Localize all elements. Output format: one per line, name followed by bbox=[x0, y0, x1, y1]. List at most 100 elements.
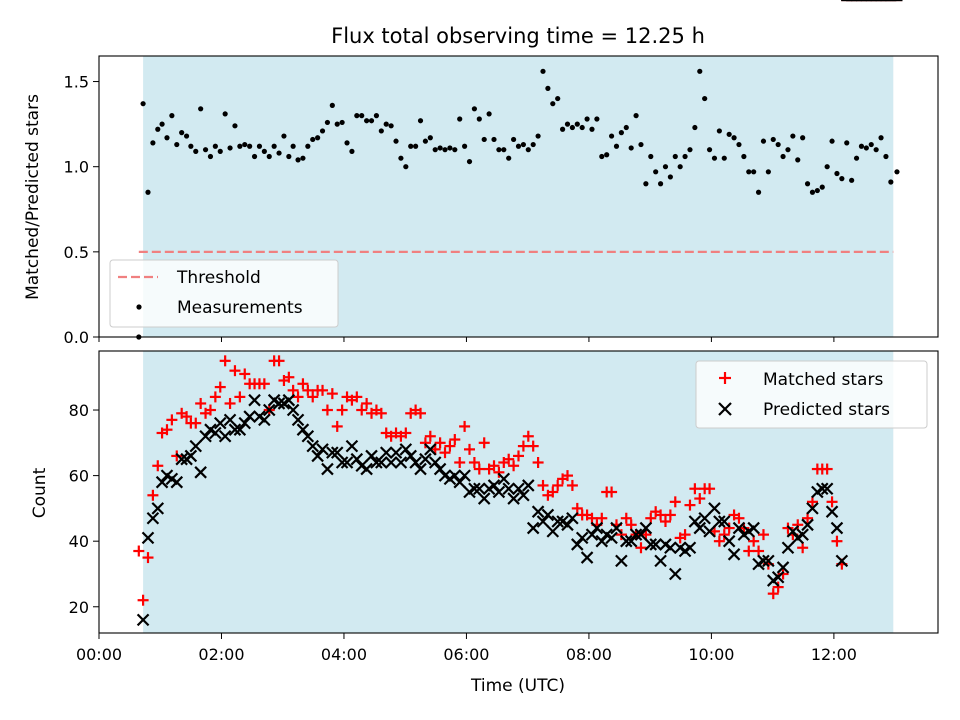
predicted-star-point bbox=[384, 456, 398, 469]
measurement-point bbox=[721, 155, 727, 161]
predicted-star-point bbox=[629, 528, 643, 541]
predicted-star-point bbox=[326, 446, 339, 459]
matched-star-point bbox=[733, 512, 745, 524]
predicted-star-point bbox=[664, 541, 677, 555]
measurement-point bbox=[202, 147, 209, 153]
bottom-x-tick-label: 02:00 bbox=[198, 645, 244, 664]
predicted-star-point bbox=[639, 521, 653, 535]
measurement-point bbox=[242, 141, 248, 148]
matched-star-point bbox=[488, 460, 500, 472]
measurement-point bbox=[765, 169, 771, 175]
measurement-point bbox=[530, 141, 536, 148]
measurement-point bbox=[834, 170, 840, 177]
measurement-point bbox=[716, 128, 722, 134]
matched-star-point bbox=[292, 391, 304, 403]
legend-predicted-label: Predicted stars bbox=[763, 400, 890, 420]
top-x-ticks bbox=[98, 337, 835, 342]
measurement-point bbox=[785, 147, 791, 153]
predicted-star-point bbox=[389, 446, 403, 459]
matched-star-point bbox=[133, 545, 145, 557]
measurement-point bbox=[878, 135, 884, 141]
measurement-point bbox=[520, 141, 526, 148]
predicted-star-point bbox=[683, 541, 697, 555]
predicted-star-point bbox=[610, 521, 623, 535]
predicted-star-point bbox=[512, 482, 525, 495]
measurement-point bbox=[545, 85, 551, 91]
matched-star-point bbox=[468, 456, 480, 468]
bottom-x-tick-label: 10:00 bbox=[688, 645, 734, 664]
matched-star-point bbox=[522, 430, 534, 442]
measurement-point bbox=[829, 138, 835, 144]
predicted-star-point bbox=[708, 502, 721, 515]
predicted-star-point bbox=[732, 521, 746, 535]
matched-star-point bbox=[166, 414, 178, 426]
predicted-star-point bbox=[233, 423, 247, 436]
predicted-star-point bbox=[806, 502, 819, 515]
measurement-point bbox=[145, 189, 151, 195]
predicted-star-point bbox=[668, 567, 682, 581]
measurement-point bbox=[584, 116, 590, 122]
predicted-star-point bbox=[375, 456, 388, 469]
matched-star-point bbox=[375, 407, 387, 419]
measurement-point bbox=[839, 176, 845, 182]
top-y-tick-label: 0.0 bbox=[64, 328, 89, 347]
measurement-point bbox=[334, 121, 340, 127]
predicted-star-point bbox=[151, 502, 165, 515]
measurement-point bbox=[775, 141, 781, 148]
matched-star-point bbox=[802, 512, 814, 524]
measurement-point bbox=[491, 136, 497, 143]
predicted-star-point bbox=[258, 413, 271, 427]
predicted-star-point bbox=[453, 475, 466, 489]
measurement-point bbox=[564, 121, 571, 127]
measurement-point bbox=[476, 116, 482, 122]
predicted-star-point bbox=[350, 452, 364, 466]
measurement-point bbox=[437, 145, 443, 151]
matched-star-point bbox=[606, 486, 618, 498]
matched-star-point bbox=[419, 437, 431, 449]
measurement-point bbox=[795, 157, 801, 163]
predicted-star-point bbox=[786, 525, 800, 538]
measurement-point bbox=[188, 143, 194, 149]
matched-star-point bbox=[743, 545, 755, 557]
bottom-y-tick-label: 60 bbox=[69, 467, 89, 486]
legend-matched-swatch bbox=[719, 372, 731, 384]
matched-star-point bbox=[449, 434, 461, 446]
matched-star-point bbox=[753, 545, 765, 557]
predicted-star-point bbox=[487, 479, 501, 492]
measurement-point bbox=[643, 181, 649, 187]
predicted-star-point bbox=[189, 439, 203, 453]
predicted-star-point bbox=[801, 518, 814, 532]
predicted-star-point bbox=[546, 525, 560, 538]
predicted-star-point bbox=[282, 393, 296, 407]
matched-star-point bbox=[321, 404, 333, 416]
measurement-point bbox=[486, 111, 492, 117]
bottom-panel: 20 40 60 80 00:00 02:00 04:00 06:00 08:00 10:00 1… bbox=[30, 0, 939, 696]
measurement-point bbox=[315, 135, 321, 141]
legend-measurements-label: Measurements bbox=[177, 298, 303, 318]
measurement-point bbox=[344, 140, 350, 146]
matched-star-point bbox=[171, 450, 183, 462]
predicted-star-point bbox=[243, 410, 256, 423]
matched-star-point bbox=[571, 502, 583, 514]
predicted-star-point bbox=[830, 521, 844, 535]
measurement-point bbox=[657, 181, 664, 187]
measurement-point bbox=[256, 143, 263, 149]
predicted-star-point bbox=[771, 570, 785, 584]
matched-star-point bbox=[229, 365, 241, 377]
measurement-point bbox=[844, 140, 850, 146]
predicted-star-point bbox=[781, 541, 795, 555]
measurement-point bbox=[702, 95, 708, 102]
measurement-point bbox=[398, 155, 404, 161]
matched-star-point bbox=[307, 391, 319, 403]
legend-measurements-swatch bbox=[136, 304, 142, 310]
measurement-point bbox=[628, 145, 634, 151]
matched-star-point bbox=[400, 427, 412, 439]
predicted-star-point bbox=[330, 446, 344, 459]
predicted-star-point bbox=[477, 492, 491, 505]
measurement-point bbox=[339, 119, 345, 126]
predicted-star-point bbox=[286, 403, 300, 417]
measurement-point bbox=[535, 133, 541, 139]
matched-star-point bbox=[821, 463, 833, 475]
top-legend-box bbox=[109, 259, 339, 328]
top-y-ticks: 0.0 0.5 1.0 1.5 bbox=[64, 73, 99, 347]
